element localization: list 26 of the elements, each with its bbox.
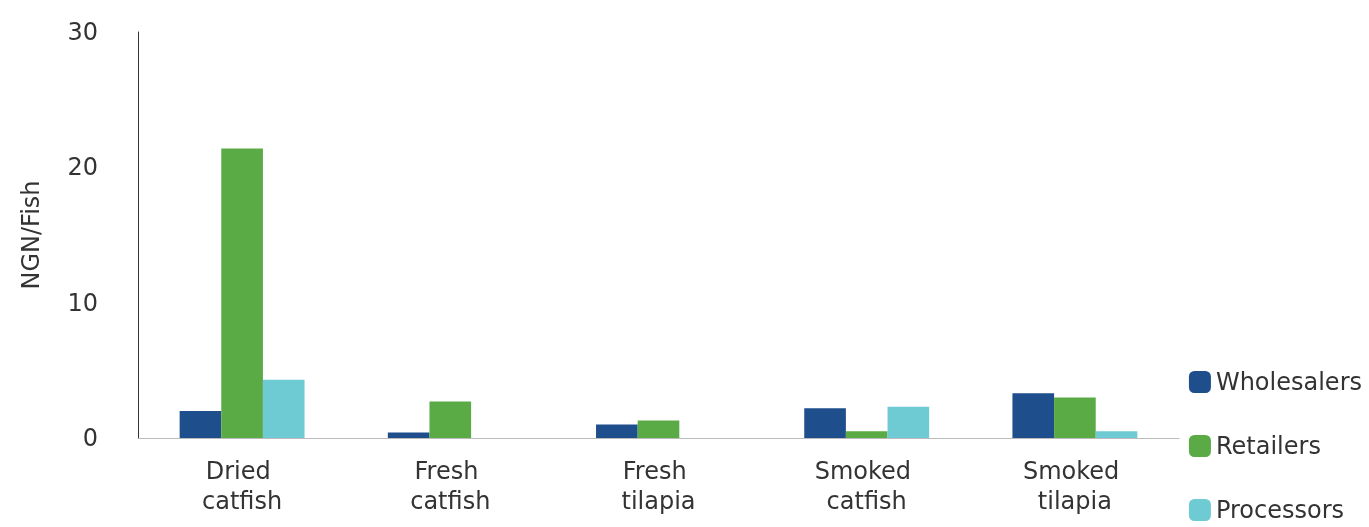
legend-label: Retailers [1215, 432, 1321, 460]
bar [429, 401, 472, 438]
x-tick-label: Dried catfish [202, 457, 283, 515]
bar [1095, 431, 1138, 438]
bar [221, 148, 263, 438]
bar [262, 379, 305, 438]
legend-label: Processors [1215, 496, 1345, 524]
bar [887, 406, 930, 438]
bar [387, 432, 430, 438]
y-tick-label: 30 [67, 18, 98, 46]
bar [804, 408, 846, 438]
bar [637, 420, 680, 438]
bar [179, 410, 222, 438]
y-tick-label: 0 [82, 424, 98, 452]
y-tick-label: 10 [67, 288, 98, 317]
x-tick-label: Smoked catfish [814, 457, 919, 515]
bar [1012, 393, 1055, 438]
bar [845, 431, 888, 438]
y-tick-label: 20 [67, 153, 98, 182]
x-tick-label: Fresh tilapia [621, 457, 696, 515]
bar [1054, 397, 1096, 438]
legend-label: Wholesalers [1215, 368, 1362, 396]
y-axis-title: NGN/Fish [17, 180, 45, 290]
bar [596, 424, 638, 438]
x-tick-label: Fresh catfish [410, 457, 491, 515]
x-tick-label: Smoked tilapia [1022, 457, 1127, 515]
